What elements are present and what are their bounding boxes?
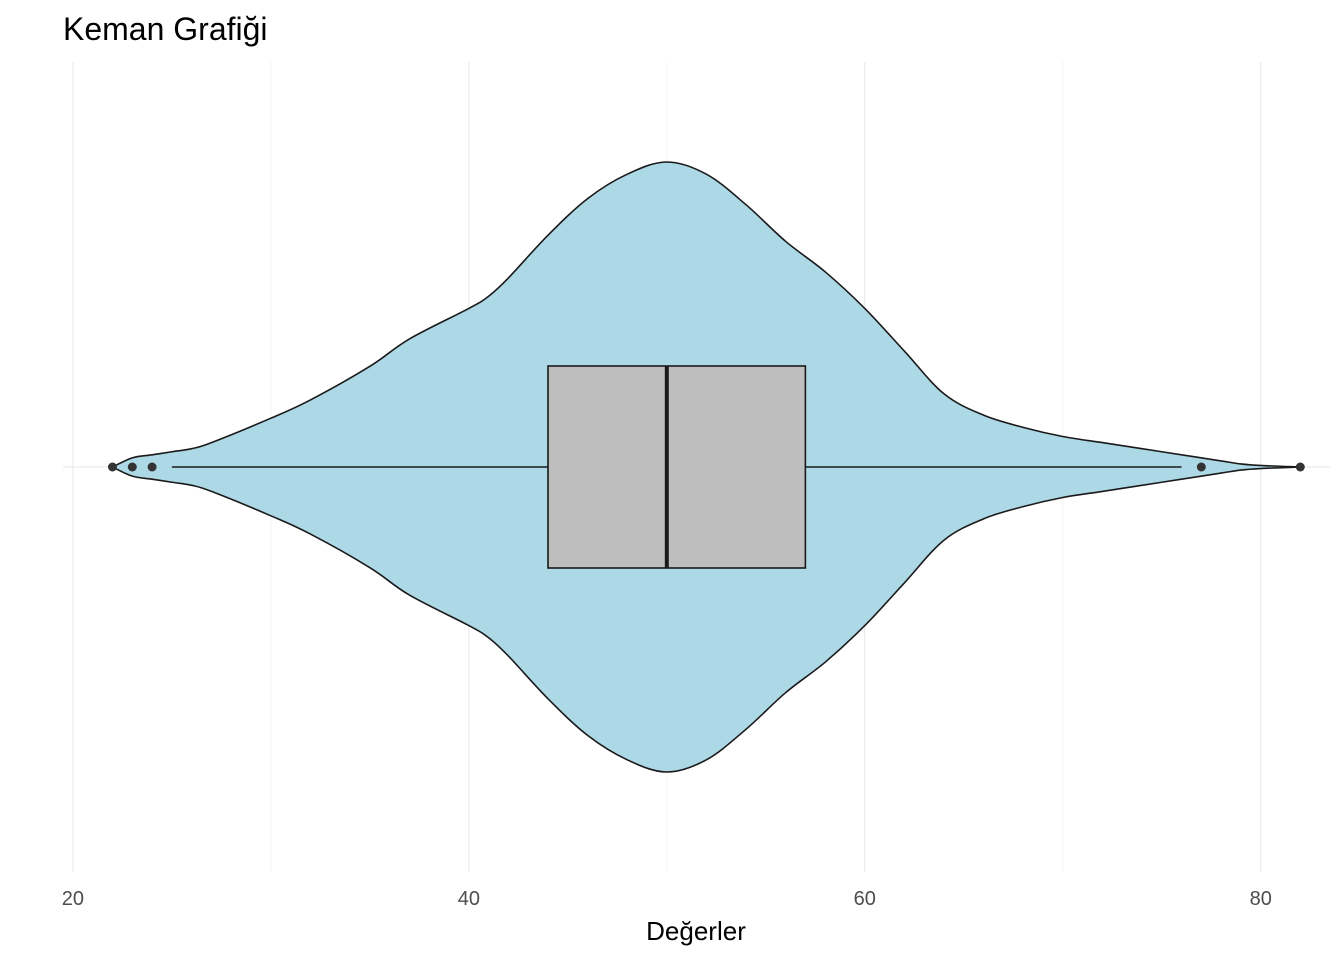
boxplot-layer <box>171 365 1182 569</box>
chart-title: Keman Grafiği <box>63 11 268 47</box>
iqr-box <box>547 365 807 569</box>
outlier-points <box>107 462 1305 472</box>
x-tick-label-60: 60 <box>854 888 876 910</box>
x-tick-label-80: 80 <box>1250 888 1272 910</box>
outlier-point-3 <box>1196 462 1206 472</box>
outlier-point-0 <box>107 462 117 472</box>
x-axis-title: Değerler <box>646 916 746 946</box>
x-tick-label-20: 20 <box>62 888 84 910</box>
outlier-point-4 <box>1295 462 1305 472</box>
outlier-point-2 <box>147 462 157 472</box>
x-axis-ticks: 20 40 60 80 <box>62 888 1272 910</box>
outlier-point-1 <box>127 462 137 472</box>
x-tick-label-40: 40 <box>458 888 480 910</box>
